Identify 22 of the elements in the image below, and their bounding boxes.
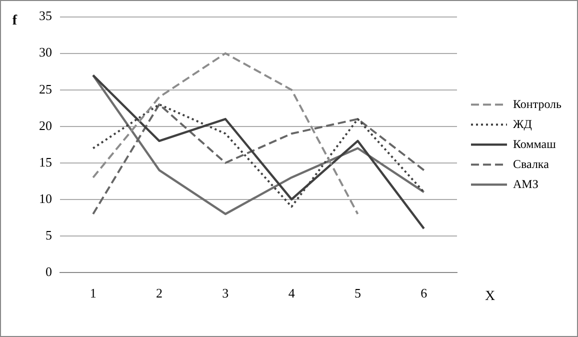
y-tick-label: 5 <box>46 227 52 242</box>
y-axis-title: f <box>12 13 18 28</box>
x-tick-label: 5 <box>354 286 361 301</box>
legend-label: АМЗ <box>513 176 538 191</box>
y-tick-label: 30 <box>39 44 52 60</box>
line-series <box>92 52 359 215</box>
legend-label: Свалка <box>513 156 550 171</box>
x-tick-label: 1 <box>90 286 96 301</box>
legend-label: Коммаш <box>513 136 557 151</box>
x-tick-label: 3 <box>222 286 229 301</box>
y-tick-label: 20 <box>39 118 52 133</box>
legend-label: ЖД <box>513 116 532 131</box>
y-tick-label: 0 <box>46 264 52 279</box>
y-tick-label: 35 <box>39 8 52 24</box>
x-tick-label: 4 <box>288 286 296 301</box>
legend-label: Контроль <box>513 96 562 111</box>
x-tick-label: 2 <box>156 286 162 301</box>
y-tick-label: 15 <box>39 154 52 170</box>
y-tick-label: 10 <box>39 190 52 206</box>
y-tick-label: 25 <box>39 81 52 96</box>
x-axis-title: X <box>485 289 496 304</box>
x-tick-label: 6 <box>420 286 428 301</box>
